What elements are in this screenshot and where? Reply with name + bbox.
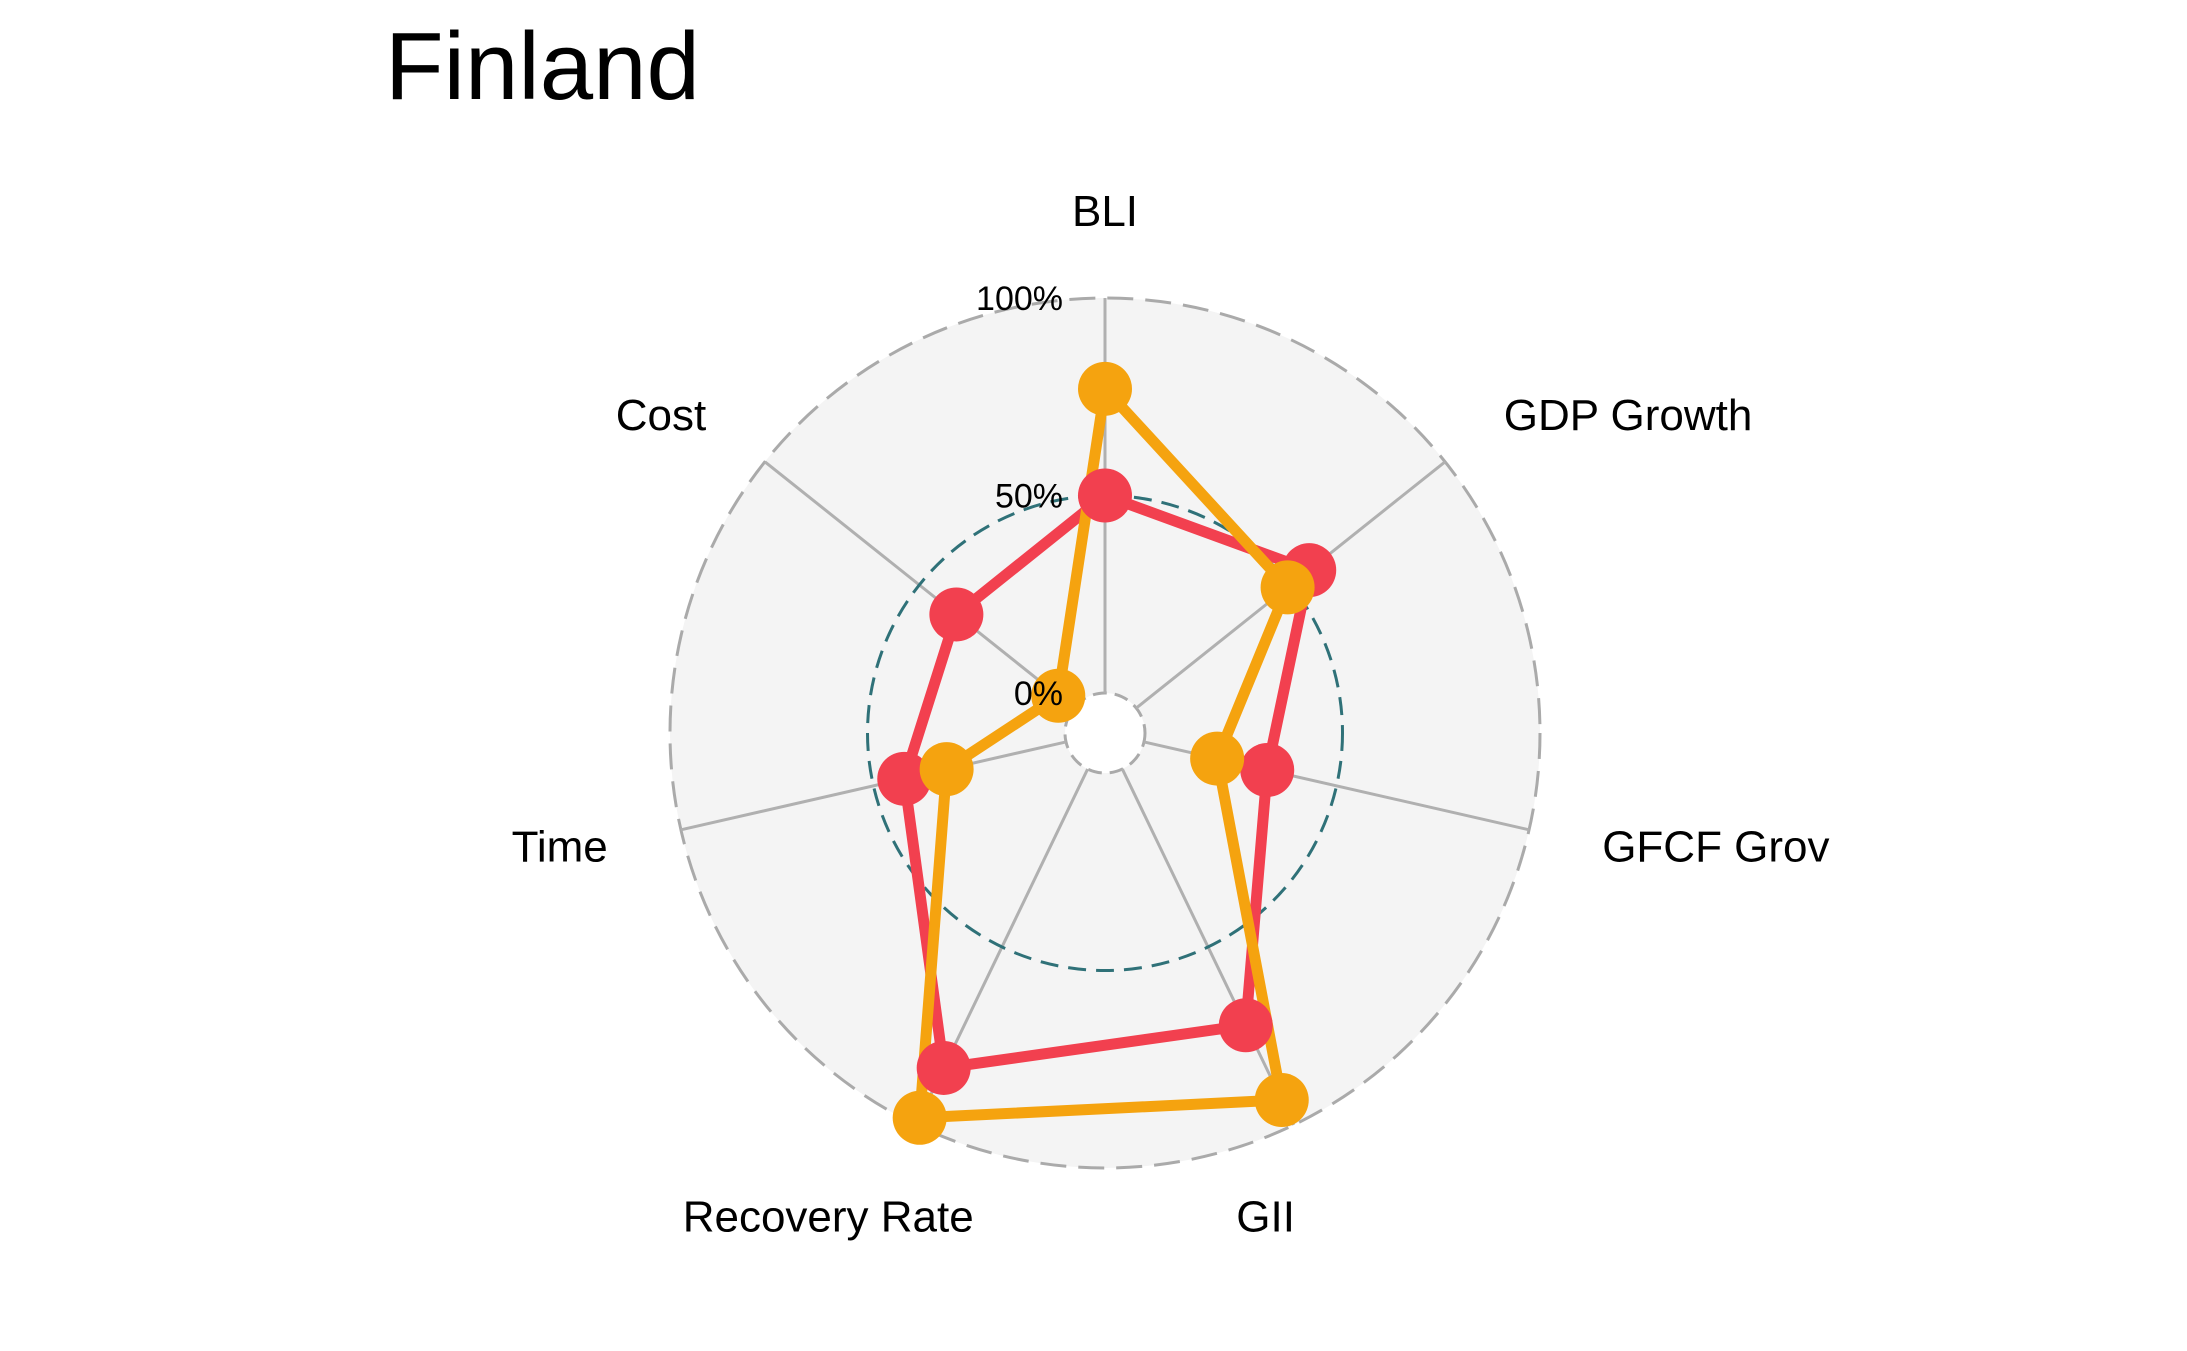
series-0-point-2 — [1240, 743, 1295, 798]
series-0-point-6 — [929, 587, 984, 642]
series-1-point-4 — [892, 1090, 947, 1145]
axis-label-3: GII — [1236, 1192, 1295, 1241]
mid-ring-50 — [866, 494, 1344, 972]
series-0-point-3 — [1218, 998, 1273, 1053]
chart-title: Finland — [385, 13, 700, 120]
axis-label-0: BLI — [1072, 187, 1138, 236]
axis-label-1: GDP Growth — [1504, 391, 1753, 440]
axis-label-5: Time — [512, 822, 608, 871]
radar-series — [877, 361, 1337, 1145]
grid-label-0: 0% — [1014, 675, 1063, 713]
series-1-point-5 — [919, 742, 974, 797]
series-0-point-4 — [916, 1040, 971, 1095]
series-1-point-6 — [1031, 668, 1086, 723]
axis-label-4: Recovery Rate — [683, 1192, 974, 1241]
axis-label-2: GFCF Grov — [1602, 822, 1829, 871]
axis-label-6: Cost — [616, 391, 706, 440]
series-1-point-0 — [1078, 361, 1132, 416]
series-1-point-2 — [1190, 731, 1245, 786]
series-0-point-5 — [877, 751, 932, 806]
radar-background — [668, 296, 1542, 1170]
series-1-point-3 — [1254, 1073, 1309, 1128]
grid-label-1: 50% — [995, 478, 1063, 516]
axis-line-5 — [680, 740, 1067, 832]
radar-labels: 0% 50% 100% BLI GDP Growth GFCF Grov GII Recove… — [512, 187, 1830, 1241]
grid-label-2: 100% — [976, 280, 1063, 318]
series-0-point-0 — [1078, 468, 1132, 523]
series-1-point-1 — [1260, 560, 1315, 615]
radar-axes — [680, 298, 1530, 1126]
